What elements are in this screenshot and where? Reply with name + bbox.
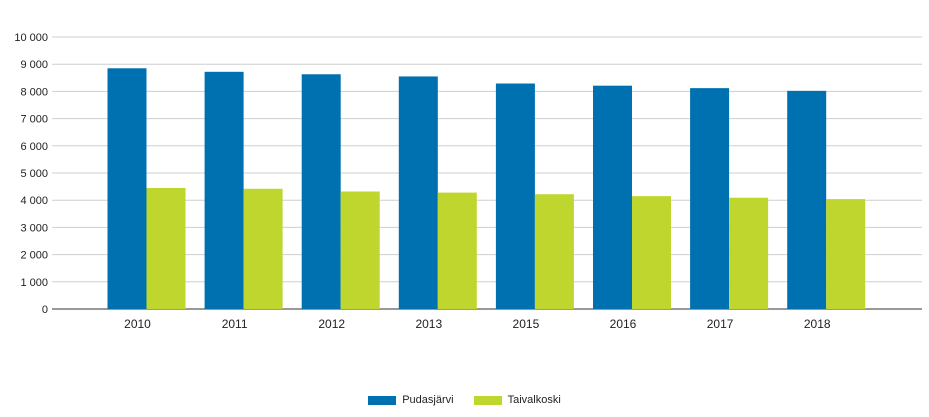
y-tick-label: 3 000 [20,222,48,234]
y-tick-label: 5 000 [20,168,48,180]
bar-taivalkoski [146,187,186,309]
y-tick-label: 8 000 [20,86,48,98]
y-tick-label: 0 [42,304,48,316]
x-tick-label: 2016 [610,317,637,331]
legend-item-pudasjarvi[interactable]: Pudasjärvi [368,394,454,406]
legend-swatch-taivalkoski [473,395,502,405]
bar-taivalkoski [826,199,866,309]
x-tick-label: 2012 [318,317,345,331]
bar-taivalkoski [534,194,574,309]
grid-lines [52,36,922,310]
bar-taivalkoski [243,188,283,309]
bar-pudasjarvi [204,71,244,309]
bar-pudasjarvi [495,83,535,310]
x-tick-label: 2018 [804,317,831,331]
legend-item-taivalkoski[interactable]: Taivalkoski [473,394,561,406]
bar-taivalkoski [437,192,477,309]
y-tick-label: 1 000 [20,277,48,289]
y-axis-tick-labels: 0 1 000 2 000 3 000 4 000 5 000 6 000 7 000 8 00… [14,32,48,316]
legend-label-pudasjarvi: Pudasjärvi [402,394,454,406]
bar-pudasjarvi [593,85,632,309]
x-tick-label: 2015 [513,317,540,331]
legend: Pudasjärvi Taivalkoski [0,394,929,406]
y-tick-label: 10 000 [14,32,48,44]
y-tick-label: 9 000 [20,59,48,71]
bar-taivalkoski [340,191,380,309]
y-tick-label: 7 000 [20,114,48,126]
bar-chart: 0 1 000 2 000 3 000 4 000 5 000 6 000 7 000 8 00… [14,32,922,331]
x-axis-tick-labels: 2010 2011 2012 2013 2015 2016 2017 2018 [124,317,831,331]
bar-taivalkoski [729,197,769,309]
x-tick-label: 2013 [415,317,442,331]
x-tick-label: 2010 [124,317,151,331]
x-tick-label: 2017 [707,317,734,331]
bar-pudasjarvi [690,88,730,309]
bars [107,68,866,310]
bar-pudasjarvi [301,74,341,309]
legend-label-taivalkoski: Taivalkoski [507,394,561,406]
bar-taivalkoski [632,196,671,309]
legend-swatch-pudasjarvi [368,395,397,405]
x-tick-label: 2011 [222,317,248,331]
y-tick-label: 2 000 [20,250,48,262]
y-tick-label: 4 000 [20,195,48,207]
y-tick-label: 6 000 [20,141,48,153]
bar-pudasjarvi [787,90,827,309]
bar-pudasjarvi [398,76,438,309]
bar-pudasjarvi [107,68,147,309]
